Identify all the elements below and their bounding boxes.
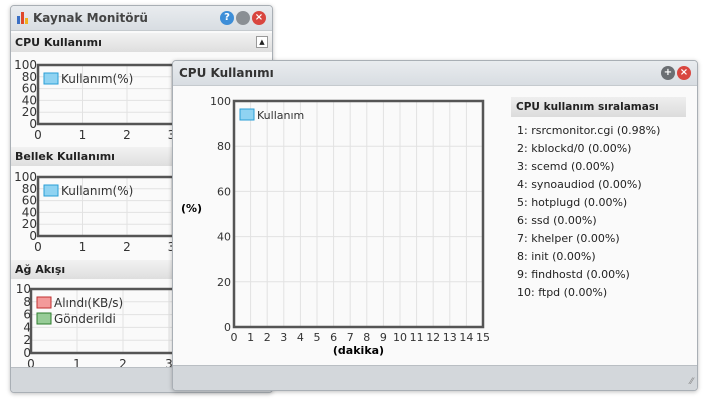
- x-tick-label: 10: [393, 331, 407, 344]
- title-bar[interactable]: Kaynak Monitörü ? ×: [11, 6, 272, 31]
- x-tick-label: 0: [34, 128, 42, 142]
- y-tick-label: 0: [29, 117, 37, 131]
- y-axis-label: (%): [181, 202, 202, 215]
- legend-label: Gönderildi: [54, 312, 116, 326]
- section-title: Ağ Akışı: [15, 263, 66, 276]
- y-tick-label: 0: [29, 229, 37, 243]
- y-tick-label: 8: [23, 295, 31, 309]
- y-tick-label: 10: [16, 282, 31, 296]
- y-tick-label: 40: [217, 231, 231, 244]
- expand-icon[interactable]: +: [661, 66, 675, 80]
- y-tick-label: 100: [210, 95, 231, 108]
- x-tick-label: 2: [119, 357, 127, 367]
- legend-swatch: [36, 312, 52, 325]
- x-tick-label: 1: [79, 128, 87, 142]
- section-cpu-header[interactable]: CPU Kullanımı ▲: [11, 33, 272, 52]
- x-tick-label: 4: [297, 331, 304, 344]
- collapse-up-icon[interactable]: ▲: [256, 36, 268, 48]
- ranking-item: 3: scemd (0.00%): [517, 160, 615, 173]
- ranking-item: 2: kblockd/0 (0.00%): [517, 142, 632, 155]
- y-tick-label: 6: [23, 308, 31, 322]
- section-title: Bellek Kullanımı: [15, 150, 115, 163]
- x-tick-label: 2: [123, 128, 131, 142]
- ranking-item: 9: findhostd (0.00%): [517, 268, 630, 281]
- x-tick-label: 14: [459, 331, 473, 344]
- title-bar[interactable]: CPU Kullanımı + ×: [173, 61, 697, 86]
- y-tick-label: 60: [22, 194, 37, 208]
- y-tick-label: 2: [23, 333, 31, 347]
- y-tick-label: 0: [224, 321, 231, 334]
- x-tick-label: 3: [168, 240, 176, 254]
- y-tick-label: 40: [22, 93, 37, 107]
- x-tick-label: 9: [380, 331, 387, 344]
- x-tick-label: 7: [347, 331, 354, 344]
- window-footer: ⁄⁄: [173, 365, 697, 390]
- x-tick-label: 3: [165, 357, 173, 367]
- x-tick-label: 5: [314, 331, 321, 344]
- x-tick-label: 2: [264, 331, 271, 344]
- y-tick-label: 0: [23, 346, 31, 360]
- x-tick-label: 11: [410, 331, 424, 344]
- x-tick-label: 12: [426, 331, 440, 344]
- x-tick-label: 0: [27, 357, 35, 367]
- y-tick-label: 40: [22, 205, 37, 219]
- x-axis-label: (dakika): [333, 344, 384, 357]
- y-tick-label: 100: [14, 58, 37, 72]
- y-tick-label: 80: [217, 140, 231, 153]
- y-tick-label: 4: [23, 320, 31, 334]
- legend-swatch: [43, 184, 59, 197]
- ranking-item: 10: ftpd (0.00%): [517, 286, 608, 299]
- ranking-item: 1: rsrcmonitor.cgi (0.98%): [517, 124, 661, 137]
- ranking-item: 6: ssd (0.00%): [517, 214, 597, 227]
- x-tick-label: 2: [123, 240, 131, 254]
- y-tick-label: 80: [22, 182, 37, 196]
- ranking-title: CPU kullanım sıralaması: [511, 97, 686, 117]
- legend-swatch: [239, 108, 255, 121]
- x-tick-label: 3: [280, 331, 287, 344]
- x-tick-label: 1: [247, 331, 254, 344]
- window-title: CPU Kullanımı: [179, 66, 274, 80]
- y-tick-label: 20: [217, 276, 231, 289]
- legend-swatch: [36, 296, 52, 309]
- y-tick-label: 60: [22, 82, 37, 96]
- cpu-usage-window: CPU Kullanımı + × 0 20 40 60 80 100 0 1 2 3 4 5 6 7 8 9…: [172, 60, 698, 391]
- legend-label: Kullanım: [257, 109, 304, 122]
- legend-label: Kullanım(%): [61, 72, 133, 86]
- legend-label: Kullanım(%): [61, 184, 133, 198]
- window-title: Kaynak Monitörü: [33, 11, 148, 25]
- ranking-item: 5: hotplugd (0.00%): [517, 196, 628, 209]
- y-tick-label: 60: [217, 185, 231, 198]
- legend-swatch: [43, 72, 59, 85]
- x-tick-label: 0: [34, 240, 42, 254]
- x-tick-label: 1: [79, 240, 87, 254]
- y-tick-label: 80: [22, 70, 37, 84]
- y-tick-label: 20: [22, 105, 37, 119]
- minimize-icon[interactable]: [236, 11, 250, 25]
- x-tick-label: 1: [73, 357, 81, 367]
- x-tick-label: 15: [476, 331, 490, 344]
- x-tick-label: 13: [443, 331, 457, 344]
- close-icon[interactable]: ×: [252, 11, 266, 25]
- plot-frame: [232, 99, 485, 329]
- y-tick-label: 20: [22, 217, 37, 231]
- ranking-item: 8: init (0.00%): [517, 250, 596, 263]
- ranking-item: 4: synoaudiod (0.00%): [517, 178, 642, 191]
- y-tick-label: 100: [14, 170, 37, 184]
- section-title: CPU Kullanımı: [15, 36, 102, 49]
- legend-label: Alındı(KB/s): [54, 296, 123, 310]
- x-tick-label: 0: [231, 331, 238, 344]
- resize-grip-icon[interactable]: ⁄⁄: [689, 377, 693, 387]
- x-tick-label: 6: [330, 331, 337, 344]
- x-tick-label: 8: [363, 331, 370, 344]
- close-icon[interactable]: ×: [677, 66, 691, 80]
- ranking-item: 7: khelper (0.00%): [517, 232, 620, 245]
- bar-chart-icon: [17, 12, 28, 24]
- help-icon[interactable]: ?: [220, 11, 234, 25]
- x-tick-label: 3: [168, 128, 176, 142]
